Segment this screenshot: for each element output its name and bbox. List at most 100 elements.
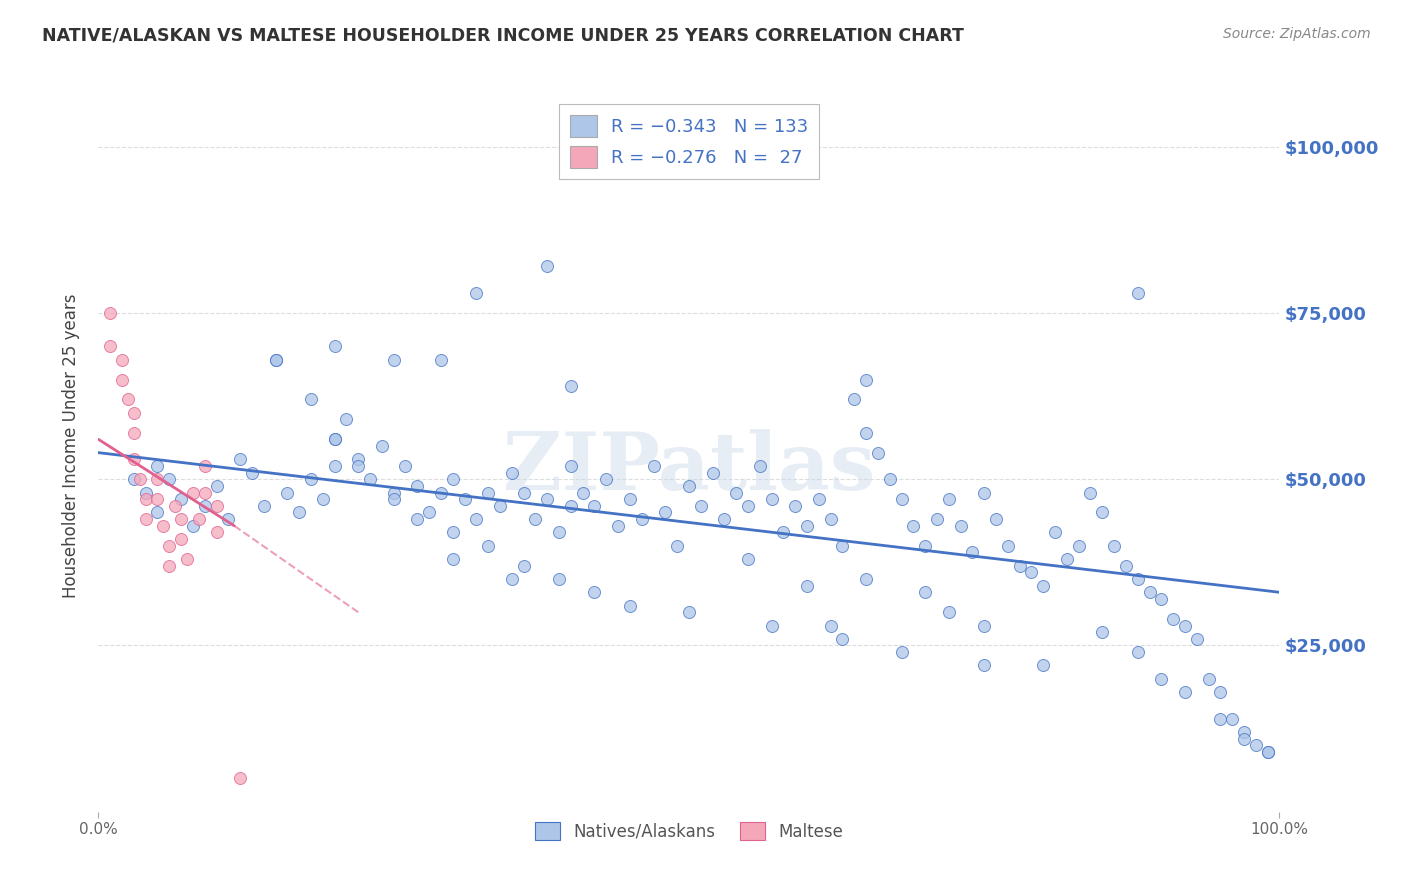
Point [1080,485,1102,500]
Point [157,472,180,486]
Point [122,425,145,440]
Point [866,445,889,459]
Point [820,512,842,526]
Point [536,492,558,507]
Point [240,466,263,480]
Point [831,539,853,553]
Point [135,485,157,500]
Point [441,552,464,566]
Point [548,572,571,586]
Point [973,618,995,632]
Point [111,372,134,386]
Point [117,392,139,407]
Point [170,512,193,526]
Point [146,458,169,473]
Point [879,472,901,486]
Point [855,572,877,586]
Point [194,458,217,473]
Point [264,352,287,367]
Point [205,479,228,493]
Point [1021,566,1043,580]
Point [737,552,759,566]
Point [382,485,405,500]
Point [512,485,534,500]
Point [347,458,370,473]
Point [157,539,180,553]
Point [418,506,440,520]
Point [122,406,145,420]
Point [607,518,630,533]
Point [430,485,453,500]
Point [997,539,1019,553]
Point [1032,579,1054,593]
Point [146,492,169,507]
Point [666,539,689,553]
Point [713,512,735,526]
Point [371,439,394,453]
Point [1257,745,1279,759]
Point [323,339,346,353]
Point [1233,731,1256,746]
Point [1139,585,1161,599]
Point [477,485,499,500]
Point [1185,632,1208,646]
Text: NATIVE/ALASKAN VS MALTESE HOUSEHOLDER INCOME UNDER 25 YEARS CORRELATION CHART: NATIVE/ALASKAN VS MALTESE HOUSEHOLDER IN… [42,27,965,45]
Point [98,306,121,320]
Point [194,485,217,500]
Point [536,260,558,274]
Point [583,499,606,513]
Point [205,499,228,513]
Point [962,545,984,559]
Text: Source: ZipAtlas.com: Source: ZipAtlas.com [1223,27,1371,41]
Point [1115,558,1137,573]
Point [359,472,381,486]
Point [571,485,593,500]
Point [323,458,346,473]
Point [820,618,842,632]
Point [152,518,174,533]
Point [157,558,180,573]
Point [583,585,606,599]
Point [122,472,145,486]
Point [406,479,429,493]
Point [938,492,960,507]
Point [205,525,228,540]
Point [678,605,700,619]
Point [229,452,252,467]
Point [276,485,298,500]
Point [1126,572,1149,586]
Point [890,492,912,507]
Y-axis label: Householder Income Under 25 years: Householder Income Under 25 years [62,293,80,599]
Point [1161,612,1184,626]
Point [1102,539,1125,553]
Point [903,518,925,533]
Point [501,466,523,480]
Point [146,506,169,520]
Point [441,472,464,486]
Point [1209,712,1232,726]
Point [312,492,335,507]
Point [560,458,582,473]
Point [1209,685,1232,699]
Point [406,512,429,526]
Point [170,492,193,507]
Point [914,539,936,553]
Point [382,352,405,367]
Point [512,558,534,573]
Point [128,472,150,486]
Text: ZIPatlas: ZIPatlas [503,429,875,507]
Point [1067,539,1090,553]
Point [477,539,499,553]
Point [1008,558,1031,573]
Point [560,379,582,393]
Point [890,645,912,659]
Point [524,512,547,526]
Point [748,458,770,473]
Point [643,458,665,473]
Point [1126,645,1149,659]
Point [678,479,700,493]
Point [1032,658,1054,673]
Point [1257,745,1279,759]
Point [135,492,157,507]
Point [176,552,198,566]
